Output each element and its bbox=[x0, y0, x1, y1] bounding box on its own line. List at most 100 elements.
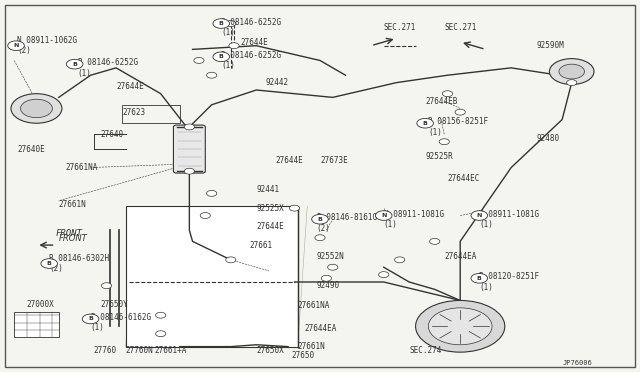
Bar bbox=[122, 105, 180, 123]
Text: B 08146-6252G
(1): B 08146-6252G (1) bbox=[78, 58, 138, 77]
Text: 27000X: 27000X bbox=[27, 300, 54, 309]
Circle shape bbox=[312, 214, 328, 224]
Text: 27661+A: 27661+A bbox=[154, 346, 187, 355]
Text: 27760: 27760 bbox=[94, 346, 117, 355]
Circle shape bbox=[321, 275, 332, 281]
Text: 27640: 27640 bbox=[100, 130, 124, 139]
Circle shape bbox=[226, 257, 236, 263]
Text: 92490: 92490 bbox=[317, 281, 340, 290]
Text: 27673E: 27673E bbox=[320, 155, 348, 165]
Circle shape bbox=[8, 41, 24, 51]
Circle shape bbox=[394, 257, 404, 263]
Text: 92442: 92442 bbox=[266, 78, 289, 87]
Circle shape bbox=[429, 238, 440, 244]
Circle shape bbox=[20, 99, 52, 118]
Text: B: B bbox=[72, 62, 77, 67]
Circle shape bbox=[229, 43, 239, 49]
Text: B 08146-8161G
(2): B 08146-8161G (2) bbox=[317, 213, 377, 232]
Text: 27644E: 27644E bbox=[256, 222, 284, 231]
Text: JP76006: JP76006 bbox=[562, 360, 592, 366]
Text: 27644E: 27644E bbox=[116, 82, 144, 91]
Circle shape bbox=[471, 273, 488, 283]
Circle shape bbox=[184, 124, 195, 130]
Text: B: B bbox=[422, 121, 428, 126]
Text: B 08146-6162G
(1): B 08146-6162G (1) bbox=[91, 313, 151, 332]
Text: 27650: 27650 bbox=[291, 351, 314, 360]
Circle shape bbox=[226, 20, 236, 26]
Circle shape bbox=[41, 259, 58, 268]
Text: 27650Y: 27650Y bbox=[100, 300, 128, 309]
Circle shape bbox=[428, 308, 492, 345]
Text: B 08156-8251F
(1): B 08156-8251F (1) bbox=[428, 117, 488, 137]
Circle shape bbox=[83, 314, 99, 324]
Text: B 08146-6252G
(1): B 08146-6252G (1) bbox=[221, 51, 282, 70]
Text: SEC.271: SEC.271 bbox=[444, 23, 477, 32]
Text: B: B bbox=[317, 217, 323, 222]
Text: N: N bbox=[13, 43, 19, 48]
Circle shape bbox=[194, 58, 204, 63]
Circle shape bbox=[415, 301, 505, 352]
Text: 92525X: 92525X bbox=[256, 203, 284, 213]
Text: B: B bbox=[219, 54, 223, 59]
Text: 92552N: 92552N bbox=[317, 251, 344, 261]
Bar bbox=[125, 206, 298, 347]
Circle shape bbox=[213, 52, 230, 62]
Text: 27760N: 27760N bbox=[125, 346, 154, 355]
Circle shape bbox=[376, 211, 392, 220]
Text: B: B bbox=[47, 261, 52, 266]
Circle shape bbox=[315, 235, 325, 241]
Circle shape bbox=[184, 168, 195, 174]
FancyBboxPatch shape bbox=[173, 125, 205, 173]
Circle shape bbox=[67, 60, 83, 69]
Bar bbox=[125, 206, 298, 347]
Circle shape bbox=[328, 264, 338, 270]
Text: 27644EB: 27644EB bbox=[425, 97, 458, 106]
Circle shape bbox=[101, 283, 111, 289]
Circle shape bbox=[566, 80, 577, 86]
Circle shape bbox=[549, 59, 594, 84]
Circle shape bbox=[207, 72, 217, 78]
Circle shape bbox=[442, 91, 452, 97]
Text: 92590M: 92590M bbox=[537, 41, 564, 50]
Text: 27644EA: 27644EA bbox=[304, 324, 337, 333]
Text: 27623: 27623 bbox=[122, 108, 145, 117]
Circle shape bbox=[417, 118, 433, 128]
Text: 92480: 92480 bbox=[537, 134, 560, 142]
Text: B: B bbox=[88, 317, 93, 321]
Text: 27640E: 27640E bbox=[17, 145, 45, 154]
Text: B 08146-6252G
(1): B 08146-6252G (1) bbox=[221, 17, 282, 37]
Text: 27644E: 27644E bbox=[241, 38, 268, 46]
Text: 27644EA: 27644EA bbox=[444, 251, 477, 261]
Circle shape bbox=[207, 190, 217, 196]
Circle shape bbox=[559, 64, 584, 79]
Text: B: B bbox=[477, 276, 482, 281]
Text: 27661NA: 27661NA bbox=[298, 301, 330, 311]
Text: 27650X: 27650X bbox=[256, 346, 284, 355]
Circle shape bbox=[379, 272, 389, 278]
Text: 27644EC: 27644EC bbox=[447, 174, 480, 183]
Text: 27644E: 27644E bbox=[275, 155, 303, 165]
Text: 92525R: 92525R bbox=[425, 152, 453, 161]
Text: B 08120-8251F
(1): B 08120-8251F (1) bbox=[479, 272, 540, 292]
Text: N 08911-1081G
(1): N 08911-1081G (1) bbox=[384, 209, 444, 229]
Text: SEC.271: SEC.271 bbox=[384, 23, 416, 32]
Circle shape bbox=[11, 94, 62, 123]
Text: 27661N: 27661N bbox=[59, 200, 86, 209]
Circle shape bbox=[213, 19, 230, 28]
Circle shape bbox=[156, 331, 166, 337]
Circle shape bbox=[289, 205, 300, 211]
Text: B: B bbox=[219, 21, 223, 26]
Circle shape bbox=[156, 312, 166, 318]
Circle shape bbox=[471, 211, 488, 220]
Text: N 08911-1062G
(2): N 08911-1062G (2) bbox=[17, 36, 77, 55]
Text: N: N bbox=[477, 213, 482, 218]
Text: 27661NA: 27661NA bbox=[65, 163, 97, 172]
Text: N 08911-1081G
(1): N 08911-1081G (1) bbox=[479, 209, 540, 229]
Bar bbox=[14, 311, 59, 337]
Text: FRONT: FRONT bbox=[59, 234, 88, 243]
Text: 27661N: 27661N bbox=[298, 342, 326, 351]
Text: 27661: 27661 bbox=[250, 241, 273, 250]
Text: SEC.274: SEC.274 bbox=[409, 346, 442, 355]
Text: N: N bbox=[381, 213, 387, 218]
Circle shape bbox=[200, 212, 211, 218]
